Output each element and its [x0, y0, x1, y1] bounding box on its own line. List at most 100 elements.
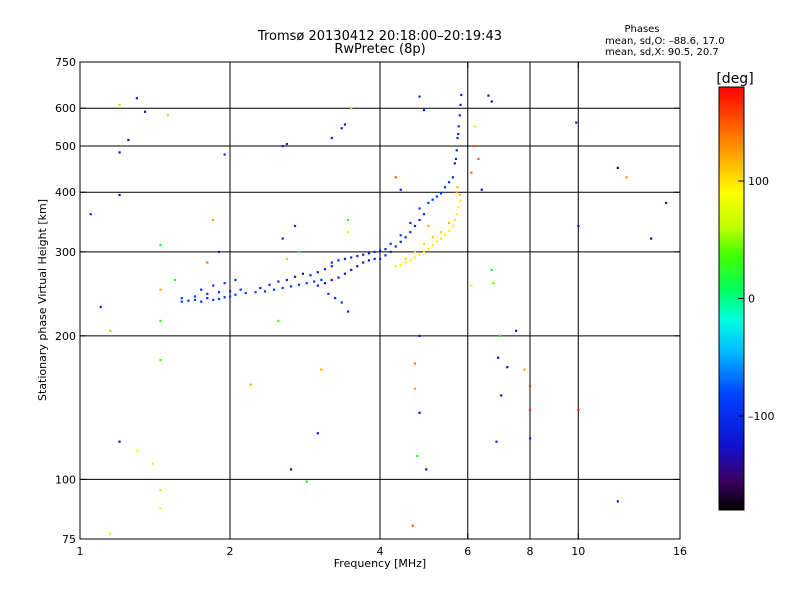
x-tick-label: 10 [571, 545, 585, 558]
data-point [330, 278, 333, 282]
colorbar-ticks: 100 0 –100 [738, 175, 775, 423]
data-point [293, 224, 297, 228]
data-point [323, 282, 327, 285]
data-point [577, 224, 580, 228]
data-point [490, 100, 493, 103]
data-point [416, 454, 419, 458]
data-point [343, 257, 347, 261]
data-point [166, 114, 169, 117]
data-point [439, 192, 443, 195]
data-point [458, 114, 461, 117]
data-point [625, 176, 628, 179]
data-point [575, 121, 578, 124]
data-point [229, 290, 232, 293]
data-point [453, 162, 456, 165]
data-point [427, 248, 430, 251]
x-axis-label: Frequency [MHz] [334, 557, 426, 570]
data-point [217, 297, 221, 301]
data-point [313, 280, 316, 283]
data-point [457, 125, 460, 128]
colorbar-tick-label: 0 [748, 293, 755, 306]
data-point [305, 282, 308, 285]
data-point [394, 245, 397, 248]
data-point [404, 257, 407, 261]
data-point [254, 291, 257, 294]
data-point [455, 213, 458, 216]
data-point [404, 236, 407, 239]
data-point [480, 188, 483, 191]
data-point [281, 237, 284, 240]
data-point [422, 250, 426, 254]
y-tick-label: 75 [62, 533, 76, 546]
grid-lines [80, 62, 680, 539]
x-tick-label: 6 [464, 545, 471, 558]
phases-line-x: mean, sd,X: 90.5, 20.7 [605, 47, 719, 58]
data-point [447, 221, 451, 225]
data-point [343, 272, 347, 275]
data-point [362, 253, 365, 256]
data-points [89, 93, 668, 535]
data-point [223, 296, 226, 299]
colorbar-tick-label: –100 [748, 410, 775, 423]
data-point [616, 500, 619, 503]
data-point [418, 207, 421, 210]
data-point [180, 300, 183, 303]
data-point [320, 368, 323, 371]
data-point [289, 468, 293, 471]
y-tick-label: 500 [55, 140, 76, 153]
data-point [159, 244, 162, 247]
data-point [234, 293, 237, 296]
data-point [293, 275, 297, 278]
data-point [109, 329, 112, 332]
data-point [367, 252, 371, 255]
data-point [343, 123, 347, 126]
data-point [356, 255, 359, 258]
data-point [217, 250, 221, 254]
phases-heading: Phases [624, 24, 659, 35]
data-point [89, 213, 92, 216]
data-point [457, 132, 460, 136]
data-point [443, 233, 447, 236]
data-point [118, 151, 121, 154]
data-point [472, 144, 475, 148]
data-point [217, 291, 221, 294]
data-point [180, 297, 183, 300]
data-point [457, 206, 460, 209]
data-point [470, 284, 473, 287]
data-point [427, 224, 430, 228]
x-tick-label: 1 [77, 545, 84, 558]
data-point [399, 188, 402, 191]
data-point [200, 300, 203, 303]
data-point [470, 171, 473, 174]
data-point [330, 261, 333, 264]
data-point [263, 290, 267, 293]
data-point [285, 142, 288, 146]
data-point [200, 288, 203, 291]
data-point [495, 440, 498, 443]
data-point [159, 358, 162, 362]
data-point [460, 93, 463, 97]
data-point [439, 231, 443, 234]
data-point [118, 193, 121, 197]
data-point [523, 368, 526, 371]
data-point [301, 272, 305, 275]
data-point [389, 242, 392, 245]
data-point [187, 299, 190, 302]
x-tick-label: 16 [673, 545, 687, 558]
data-point [323, 268, 327, 271]
data-point [413, 224, 417, 228]
data-point [384, 254, 387, 257]
data-point [350, 268, 353, 272]
data-point [404, 261, 407, 264]
data-point [118, 103, 121, 107]
data-point [99, 305, 102, 309]
data-point [379, 257, 382, 261]
data-point [498, 334, 501, 338]
plot-area: 1 2 4 6 8 10 16 75 100 200 300 400 500 600 750 [55, 56, 687, 558]
data-point [320, 278, 323, 282]
data-point [373, 250, 376, 254]
data-point [500, 394, 503, 397]
data-point [305, 480, 308, 483]
data-point [459, 199, 462, 202]
data-point [127, 138, 130, 142]
